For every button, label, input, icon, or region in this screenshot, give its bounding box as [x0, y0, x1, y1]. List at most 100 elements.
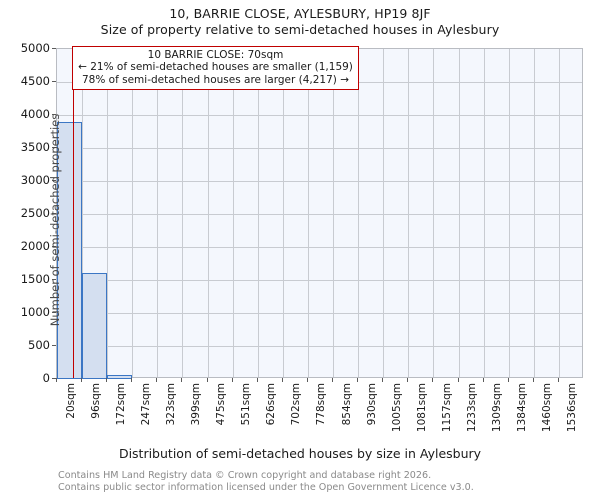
gridline-vertical — [333, 49, 335, 377]
y-axis-tick-mark — [52, 345, 56, 346]
annotation-smaller-text: ← 21% of semi-detached houses are smalle… — [78, 61, 353, 74]
footer-attribution: Contains HM Land Registry data © Crown c… — [58, 470, 598, 494]
annotation-larger-text: 78% of semi-detached houses are larger (… — [81, 73, 349, 86]
x-axis-tick-mark — [131, 378, 133, 382]
y-axis-tick-mark — [52, 48, 56, 49]
x-axis-tick-mark — [357, 378, 359, 382]
x-axis-tick-mark — [181, 378, 183, 382]
y-axis-tick-label: 4500 — [20, 74, 50, 88]
x-axis-tick-mark — [457, 378, 459, 382]
x-axis-tick-label: 1460sqm — [541, 383, 554, 433]
x-axis-tick-label: 1081sqm — [415, 383, 428, 433]
gridline-vertical — [207, 49, 209, 377]
y-axis-tick-label: 500 — [28, 338, 50, 352]
x-axis-tick-label: 854sqm — [340, 383, 353, 426]
x-axis-tick-mark — [507, 378, 509, 382]
x-axis-tick-label: 172sqm — [114, 383, 127, 426]
gridline-horizontal — [57, 313, 582, 314]
gridline-vertical — [232, 49, 234, 377]
y-axis-tick-label: 3500 — [20, 140, 50, 154]
y-axis-tick-label: 5000 — [20, 41, 50, 55]
y-axis-tick-label: 1500 — [20, 272, 50, 286]
x-axis-tick-mark — [256, 378, 258, 382]
x-axis-tick-label: 20sqm — [64, 383, 77, 419]
gridline-horizontal — [57, 346, 582, 347]
gridline-vertical — [483, 49, 485, 377]
gridline-vertical — [383, 49, 385, 377]
x-axis-tick-mark — [432, 378, 434, 382]
x-axis-tick-mark — [56, 378, 57, 382]
x-axis-tick-label: 551sqm — [240, 383, 253, 426]
x-axis-tick-mark — [557, 378, 559, 382]
histogram-bar — [57, 122, 83, 379]
chart-title: 10, BARRIE CLOSE, AYLESBURY, HP19 8JF — [169, 6, 431, 21]
x-axis-tick-label: 702sqm — [290, 383, 303, 426]
x-axis-tick-mark — [156, 378, 158, 382]
x-axis-tick-label: 1157sqm — [440, 383, 453, 433]
y-axis-tick-label: 4000 — [20, 107, 50, 121]
gridline-horizontal — [57, 280, 582, 281]
gridline-vertical — [508, 49, 510, 377]
x-axis-tick-mark — [407, 378, 409, 382]
gridline-vertical — [107, 49, 109, 377]
gridline-vertical — [558, 49, 560, 377]
y-axis-tick-mark — [52, 114, 56, 115]
x-axis-tick-label: 1384sqm — [516, 383, 529, 433]
x-axis-tick-label: 475sqm — [215, 383, 228, 426]
footer-line-2: Contains public sector information licen… — [58, 481, 474, 493]
x-axis-tick-mark — [332, 378, 334, 382]
gridline-vertical — [307, 49, 309, 377]
x-axis-tick-mark — [106, 378, 108, 382]
x-axis-title: Distribution of semi-detached houses by … — [118, 446, 482, 461]
x-axis-tick-label: 1233sqm — [466, 383, 479, 433]
gridline-vertical — [533, 49, 535, 377]
gridline-vertical — [82, 49, 84, 377]
footer-line-1: Contains HM Land Registry data © Crown c… — [58, 470, 432, 481]
y-axis-tick-mark — [52, 81, 56, 82]
x-axis-tick-label: 1005sqm — [390, 383, 403, 433]
gridline-vertical — [358, 49, 360, 377]
x-axis-tick-label: 626sqm — [265, 383, 278, 426]
x-axis-tick-label: 323sqm — [164, 383, 177, 426]
y-axis-tick-mark — [52, 312, 56, 313]
gridline-horizontal — [57, 247, 582, 248]
x-axis-tick-mark — [231, 378, 233, 382]
y-axis-title: Number of semi-detached properties — [48, 113, 62, 327]
x-axis-tick-mark — [306, 378, 308, 382]
x-axis-tick-mark — [281, 378, 283, 382]
gridline-horizontal — [57, 115, 582, 116]
x-axis-tick-mark — [206, 378, 208, 382]
gridline-vertical — [458, 49, 460, 377]
y-axis-tick-label: 2500 — [20, 206, 50, 220]
x-axis-tick-label: 778sqm — [315, 383, 328, 426]
gridline-horizontal — [57, 214, 582, 215]
gridline-vertical — [257, 49, 259, 377]
x-axis-tick-mark — [382, 378, 384, 382]
gridline-vertical — [433, 49, 435, 377]
y-axis-tick-mark — [52, 147, 56, 148]
x-axis-tick-label: 930sqm — [365, 383, 378, 426]
y-axis-tick-label: 3000 — [20, 173, 50, 187]
y-axis-tick-mark — [52, 246, 56, 247]
x-axis-tick-label: 1536sqm — [566, 383, 579, 433]
gridline-vertical — [132, 49, 134, 377]
gridline-horizontal — [57, 181, 582, 182]
gridline-horizontal — [57, 148, 582, 149]
property-annotation-box: 10 BARRIE CLOSE: 70sqm ← 21% of semi-det… — [72, 46, 359, 91]
x-axis-tick-mark — [532, 378, 534, 382]
y-axis-tick-mark — [52, 279, 56, 280]
x-axis-tick-mark — [482, 378, 484, 382]
x-axis-tick-label: 399sqm — [189, 383, 202, 426]
gridline-vertical — [282, 49, 284, 377]
y-axis-tick-mark — [52, 180, 56, 181]
gridline-vertical — [157, 49, 159, 377]
plot-area — [56, 48, 583, 379]
x-axis-tick-label: 1309sqm — [491, 383, 504, 433]
histogram-bar — [107, 375, 133, 379]
property-size-marker-line — [72, 48, 75, 378]
chart-subtitle: Size of property relative to semi-detach… — [100, 22, 500, 37]
gridline-vertical — [408, 49, 410, 377]
annotation-title: 10 BARRIE CLOSE: 70sqm — [147, 49, 284, 61]
histogram-bar — [82, 273, 108, 379]
